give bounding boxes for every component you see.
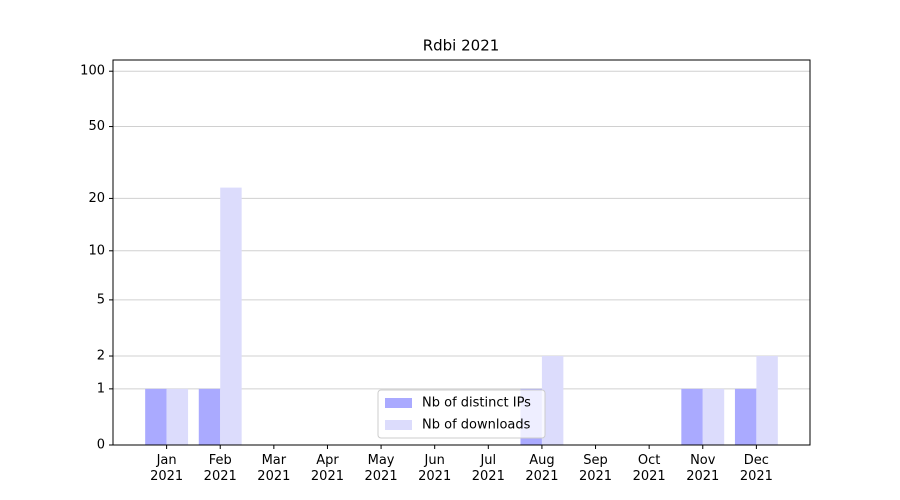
x-tick-label: Feb 2021: [203, 453, 237, 484]
bar: [681, 388, 703, 445]
y-tick-label: 0: [97, 438, 105, 453]
x-tick-label: May 2021: [364, 453, 398, 484]
x-tick-label: Nov 2021: [686, 453, 720, 484]
bar: [198, 388, 221, 445]
plot-frame: [112, 59, 811, 446]
legend-label: Nb of downloads: [422, 418, 531, 433]
legend-label: Nb of distinct IPs: [422, 396, 531, 411]
x-tick-label: Jan 2021: [150, 453, 184, 484]
x-tick-label: Mar 2021: [257, 453, 291, 484]
y-tick-label: 100: [80, 64, 105, 79]
legend-swatch: [385, 420, 412, 430]
y-tick-label: 10: [88, 243, 105, 258]
y-tick-label: 20: [88, 191, 105, 206]
x-tick-label: Aug 2021: [525, 453, 559, 484]
bar: [702, 388, 725, 445]
bar: [166, 388, 189, 445]
y-tick-label: 5: [97, 292, 105, 307]
bar: [145, 388, 167, 445]
legend-box: [377, 389, 546, 439]
bar: [756, 356, 778, 445]
y-tick-label: 50: [88, 119, 105, 134]
chart-title: Rdbi 2021: [423, 37, 500, 55]
legend: Nb of distinct IPs Nb of downloads: [377, 389, 546, 439]
bar: [220, 187, 242, 445]
x-tick-label: Sep 2021: [578, 453, 613, 484]
legend-swatch: [385, 398, 412, 408]
x-tick-label: Jun 2021: [418, 453, 452, 484]
bar: [541, 356, 564, 445]
x-tick-label: Dec 2021: [739, 453, 773, 484]
y-tick-label: 1: [97, 381, 105, 396]
bar: [734, 388, 757, 445]
x-tick-label: Oct 2021: [632, 453, 666, 484]
x-tick-label: Apr 2021: [310, 453, 344, 484]
y-tick-label: 2: [97, 349, 105, 364]
x-tick-label: Jul 2021: [471, 453, 505, 484]
